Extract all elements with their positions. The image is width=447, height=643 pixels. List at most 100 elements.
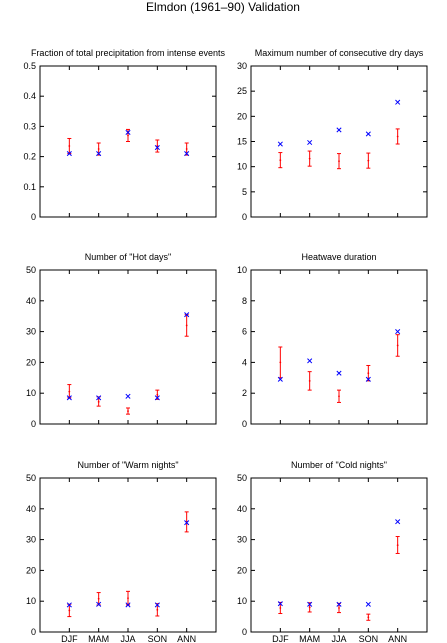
model-errorbar (395, 536, 400, 554)
model-mean-dot (156, 608, 159, 611)
observed-marker (184, 151, 190, 157)
panel-title: Heatwave duration (301, 252, 376, 262)
model-errorbar (395, 334, 400, 357)
y-tick-label: 30 (26, 535, 36, 545)
x-tick-label: JJA (331, 634, 346, 643)
model-errorbar (126, 128, 130, 142)
model-mean-dot (367, 616, 370, 619)
observed-marker-stroke-b (96, 151, 102, 157)
observed-marker-stroke-b (336, 127, 342, 133)
panel-2: Maximum number of consecutive dry days 0 5… (237, 48, 428, 222)
y-tick-label: 10 (26, 388, 36, 398)
model-errorbar (184, 314, 189, 337)
observed-marker-stroke-b (307, 139, 313, 146)
model-mean-dot (68, 390, 71, 393)
y-tick-label: 40 (237, 504, 247, 514)
observed-marker-stroke-b (336, 370, 342, 376)
y-tick-label: 4 (242, 357, 247, 367)
y-tick-label: 0 (242, 419, 247, 429)
y-tick-label: 0 (242, 627, 247, 637)
panel-4: Heatwave duration 0 2 4 6 8 10 (237, 252, 428, 429)
model-errorbar (366, 152, 371, 169)
model-mean-dot (308, 157, 311, 160)
y-tick-label: 0.2 (23, 152, 36, 162)
observed-marker (184, 312, 190, 318)
observed-marker-stroke-b (277, 601, 283, 607)
figure-title: Elmdon (1961–90) Validation (146, 0, 300, 14)
observed-marker-stroke-b (125, 602, 131, 608)
y-tick-label: 8 (242, 296, 247, 306)
y-tick-label: 0 (242, 212, 247, 222)
model-mean-dot (308, 379, 311, 382)
x-tick-label: DJF (272, 634, 289, 643)
observed-marker (277, 601, 283, 607)
observed-marker (395, 519, 401, 525)
model-errorbar (155, 139, 160, 153)
observed-marker-stroke-b (395, 99, 401, 105)
y-tick-label: 0.4 (23, 91, 36, 101)
observed-marker-stroke-b (365, 376, 371, 382)
observed-marker-stroke-b (66, 395, 72, 401)
observed-marker-stroke-b (395, 519, 401, 525)
observed-marker-stroke-b (365, 601, 371, 607)
x-tick-label: MAM (299, 634, 320, 643)
model-mean-dot (156, 393, 159, 396)
model-mean-dot (279, 159, 282, 162)
observed-marker-stroke-b (307, 601, 313, 607)
observed-marker (395, 99, 401, 105)
observed-marker (154, 144, 160, 151)
y-tick-label: 10 (237, 596, 247, 606)
y-tick-label: 20 (237, 111, 247, 121)
model-errorbar (395, 128, 400, 145)
observed-marker (125, 393, 131, 399)
observed-marker-stroke-b (277, 376, 283, 382)
observed-marker (336, 127, 342, 133)
observed-marker (307, 358, 313, 364)
observed-marker-stroke-b (66, 151, 72, 157)
x-tick-label: SON (359, 634, 379, 643)
model-mean-dot (338, 395, 340, 398)
observed-marker (277, 376, 283, 382)
y-tick-label: 25 (237, 86, 247, 96)
observed-marker (66, 395, 72, 401)
model-mean-dot (308, 606, 311, 609)
y-tick-label: 0.1 (23, 182, 36, 192)
y-tick-label: 15 (237, 137, 247, 147)
y-tick-label: 5 (242, 187, 247, 197)
observed-marker-stroke-b (277, 141, 283, 147)
model-errorbar (278, 346, 283, 379)
model-mean-dot (338, 607, 340, 609)
y-tick-label: 2 (242, 388, 247, 398)
model-mean-dot (279, 361, 282, 364)
model-errorbar (307, 371, 312, 391)
model-mean-dot (68, 145, 71, 147)
observed-marker (154, 395, 160, 401)
model-mean-dot (367, 372, 370, 375)
observed-marker-stroke-b (395, 329, 401, 335)
axes-frame (39, 477, 217, 633)
model-errorbar (337, 153, 341, 170)
x-tick-label: ANN (388, 634, 407, 643)
model-errorbar (67, 137, 72, 155)
x-tick-label: MAM (88, 634, 109, 643)
model-errorbar (126, 590, 130, 606)
model-errorbar (337, 389, 341, 403)
model-mean-dot (367, 159, 370, 162)
observed-marker (154, 602, 160, 608)
observed-marker-stroke-b (154, 602, 160, 608)
y-tick-label: 50 (237, 473, 247, 483)
y-tick-label: 50 (26, 265, 36, 275)
y-tick-label: 0 (31, 212, 36, 222)
x-tick-label: DJF (61, 634, 78, 643)
axes-frame (39, 269, 217, 425)
panel-title: Fraction of total precipitation from int… (31, 48, 226, 58)
model-mean-dot (396, 135, 399, 138)
y-tick-label: 0 (31, 419, 36, 429)
observed-marker-stroke-b (125, 393, 131, 399)
model-mean-dot (338, 160, 340, 163)
y-tick-label: 10 (26, 596, 36, 606)
panel-title: Number of "Hot days" (85, 252, 171, 262)
panel-3: Number of "Hot days" 0 10 20 30 40 50 (26, 252, 217, 429)
model-mean-dot (279, 607, 282, 609)
